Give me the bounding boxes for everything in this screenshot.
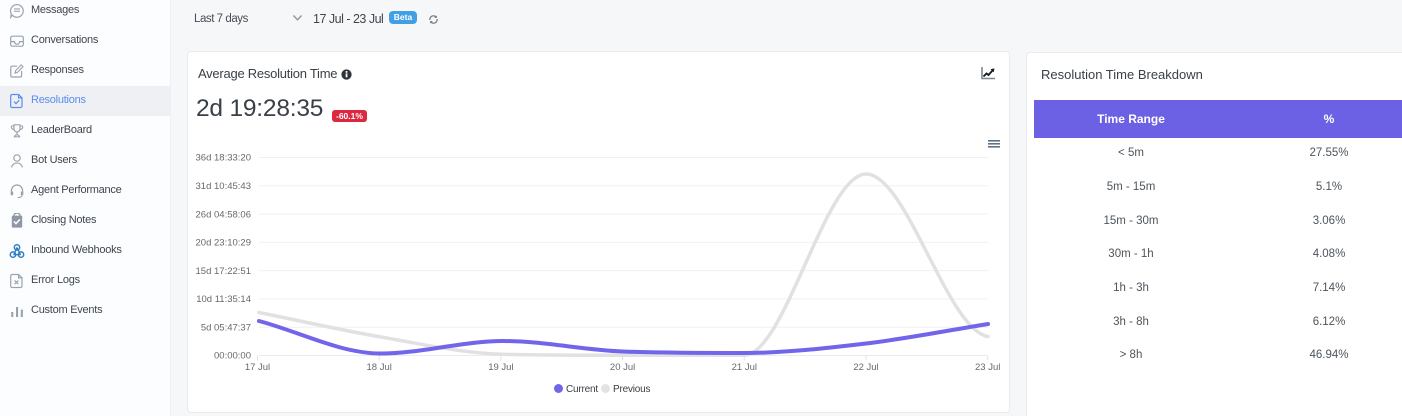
svg-text:Current: Current xyxy=(566,384,598,395)
svg-text:20 Jul: 20 Jul xyxy=(610,362,635,373)
svg-text:26d 04:58:06: 26d 04:58:06 xyxy=(196,209,251,220)
svg-text:10d 11:35:14: 10d 11:35:14 xyxy=(196,294,251,305)
svg-text:19 Jul: 19 Jul xyxy=(488,362,513,373)
svg-text:00:00:00: 00:00:00 xyxy=(214,351,251,362)
svg-text:20d 23:10:29: 20d 23:10:29 xyxy=(196,238,251,249)
svg-text:31d 10:45:43: 31d 10:45:43 xyxy=(196,181,251,192)
svg-text:23 Jul: 23 Jul xyxy=(975,362,1000,373)
svg-text:36d 18:33:20: 36d 18:33:20 xyxy=(196,153,251,164)
svg-text:5d 05:47:37: 5d 05:47:37 xyxy=(201,322,251,333)
svg-text:17 Jul: 17 Jul xyxy=(245,362,270,373)
svg-text:15d 17:22:51: 15d 17:22:51 xyxy=(196,266,251,277)
svg-text:Previous: Previous xyxy=(613,384,651,395)
svg-text:21 Jul: 21 Jul xyxy=(732,362,757,373)
svg-text:18 Jul: 18 Jul xyxy=(367,362,392,373)
svg-text:22 Jul: 22 Jul xyxy=(853,362,878,373)
